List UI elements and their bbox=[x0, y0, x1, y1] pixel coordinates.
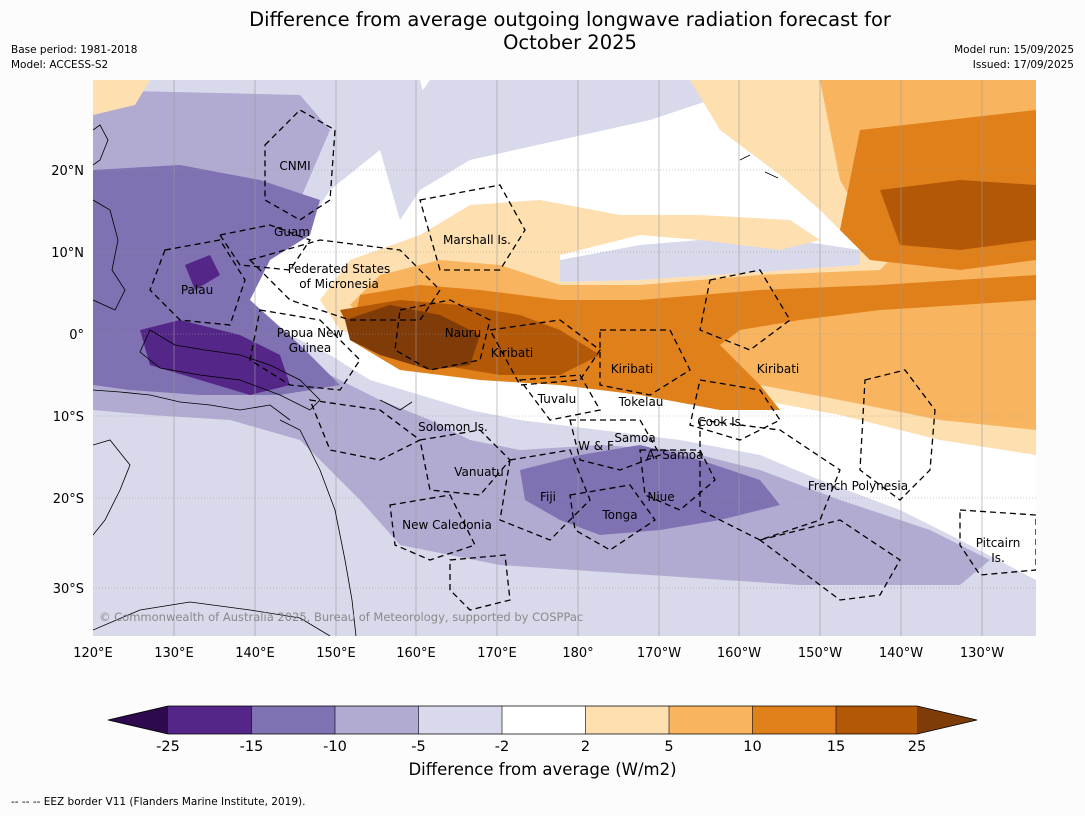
chart-title: Difference from average outgoing longwav… bbox=[170, 8, 970, 54]
map-label: Kiribati bbox=[757, 362, 799, 376]
lon-tick-label: 170°W bbox=[637, 646, 681, 661]
lon-tick-label: 150°E bbox=[316, 646, 356, 661]
lat-tick-label: 0° bbox=[69, 328, 84, 343]
map-field: CNMI Guam Marshall Is. Federated States … bbox=[93, 80, 1036, 636]
map-label: of Micronesia bbox=[299, 277, 379, 291]
map-label: W & F bbox=[578, 439, 614, 453]
meta-left: Base period: 1981-2018 Model: ACCESS-S2 bbox=[11, 43, 137, 73]
colorbar-label: Difference from average (W/m2) bbox=[408, 760, 677, 779]
meta-right: Model run: 15/09/2025 Issued: 17/09/2025 bbox=[954, 43, 1074, 73]
map-label: Federated States bbox=[288, 262, 390, 276]
lat-tick-label: 10°S bbox=[53, 410, 84, 425]
colorbar-swatch bbox=[335, 706, 419, 734]
map-label: Nauru bbox=[445, 326, 481, 340]
colorbar-swatch bbox=[669, 706, 753, 734]
lon-tick-labels: 120°E 130°E 140°E 150°E 160°E 170°E 180°… bbox=[73, 646, 1004, 661]
copyright-notice: © Commonwealth of Australia 2025, Bureau… bbox=[99, 610, 583, 624]
map-label: Papua New bbox=[277, 326, 344, 340]
map-label: Vanuatu bbox=[454, 465, 504, 479]
map-label: Tokelau bbox=[618, 395, 664, 409]
map-label: Niue bbox=[647, 490, 674, 504]
colorbar-outline bbox=[107, 705, 978, 735]
lon-tick-label: 140°E bbox=[235, 646, 275, 661]
colorbar-tick-label: 5 bbox=[664, 739, 673, 755]
gridlines bbox=[93, 80, 1036, 636]
colorbar-tick-label: -10 bbox=[323, 739, 347, 755]
map-label: New Caledonia bbox=[402, 518, 492, 532]
map-label: Is. bbox=[991, 551, 1005, 565]
colorbar-swatch bbox=[168, 706, 252, 734]
colorbar: -25 -15 -10 -5 -2 2 5 10 15 25 bbox=[107, 705, 978, 755]
map-label: French Polynesia bbox=[808, 479, 908, 493]
colorbar-swatch bbox=[418, 706, 502, 734]
colorbar-tick-label: 10 bbox=[743, 739, 761, 755]
colorbar-tick-label: -25 bbox=[156, 739, 180, 755]
map-label: Solomon Is. bbox=[418, 420, 488, 434]
lon-tick-label: 160°W bbox=[717, 646, 761, 661]
colorbar-swatch bbox=[752, 706, 836, 734]
map-label: Kiribati bbox=[491, 346, 533, 360]
map-label: Tuvalu bbox=[537, 392, 577, 406]
coastlines bbox=[93, 124, 779, 636]
colorbar-dividers bbox=[251, 706, 837, 734]
title-line-2: October 2025 bbox=[503, 31, 637, 54]
eez-borders bbox=[149, 109, 1036, 611]
contour-neg-15-south bbox=[520, 445, 780, 535]
lon-tick-label: 180° bbox=[562, 646, 593, 661]
colorbar-tick-label: 2 bbox=[581, 739, 590, 755]
lon-tick-label: 170°E bbox=[477, 646, 517, 661]
lat-tick-label: 20°N bbox=[51, 164, 84, 179]
map-label: Cook Is. bbox=[697, 415, 744, 429]
colorbar-tick-labels: -25 -15 -10 -5 -2 2 5 10 15 25 bbox=[156, 739, 926, 755]
lat-tick-label: 20°S bbox=[53, 492, 84, 507]
map-label: Fiji bbox=[540, 490, 556, 504]
colorbar-tick-label: -2 bbox=[495, 739, 509, 755]
lat-tick-label: 30°S bbox=[53, 582, 84, 597]
map-label: Kiribati bbox=[611, 362, 653, 376]
place-labels: CNMI Guam Marshall Is. Federated States … bbox=[181, 159, 1020, 565]
title-line-1: Difference from average outgoing longwav… bbox=[249, 8, 891, 31]
issued-date: Issued: 17/09/2025 bbox=[972, 59, 1074, 71]
map-label: CNMI bbox=[279, 159, 310, 173]
lon-tick-label: 130°E bbox=[154, 646, 194, 661]
colorbar-swatch bbox=[251, 706, 335, 734]
map-label: A. Samoa bbox=[647, 448, 704, 462]
lon-tick-label: 120°E bbox=[73, 646, 113, 661]
lon-tick-label: 140°W bbox=[879, 646, 923, 661]
map-label: Guam bbox=[274, 225, 310, 239]
model-name: Model: ACCESS-S2 bbox=[11, 59, 109, 71]
colorbar-swatch bbox=[108, 706, 168, 734]
map-label: Pitcairn bbox=[976, 536, 1021, 550]
model-run: Model run: 15/09/2025 bbox=[954, 44, 1074, 56]
contour-neg-25-b bbox=[185, 255, 220, 290]
contour-pos-25 bbox=[345, 305, 480, 370]
contour-neg-5-north bbox=[380, 80, 710, 220]
lon-tick-label: 130°W bbox=[960, 646, 1004, 661]
map-label: Marshall Is. bbox=[443, 233, 511, 247]
lon-tick-label: 150°W bbox=[798, 646, 842, 661]
map-label: Samoa bbox=[614, 431, 655, 445]
base-period: Base period: 1981-2018 bbox=[11, 44, 138, 56]
lon-tick-label: 160°E bbox=[396, 646, 436, 661]
colorbar-swatch bbox=[502, 706, 586, 734]
colorbar-swatch bbox=[585, 706, 669, 734]
map-label: Guinea bbox=[289, 341, 332, 355]
colorbar-tick-label: -15 bbox=[240, 739, 264, 755]
eez-footnote: -- -- -- EEZ border V11 (Flanders Marine… bbox=[11, 796, 306, 808]
colorbar-swatch bbox=[917, 706, 977, 734]
map-label: Tonga bbox=[601, 508, 637, 522]
lat-tick-labels: 20°N 10°N 0° 10°S 20°S 30°S bbox=[51, 164, 84, 597]
colorbar-tick-label: 25 bbox=[908, 739, 926, 755]
colorbar-tick-label: -5 bbox=[411, 739, 425, 755]
colorbar-swatch bbox=[836, 706, 917, 734]
contour-neg-25 bbox=[140, 320, 290, 395]
map-label: Palau bbox=[181, 283, 213, 297]
colorbar-tick-label: 15 bbox=[827, 739, 845, 755]
lat-tick-label: 10°N bbox=[51, 246, 84, 261]
